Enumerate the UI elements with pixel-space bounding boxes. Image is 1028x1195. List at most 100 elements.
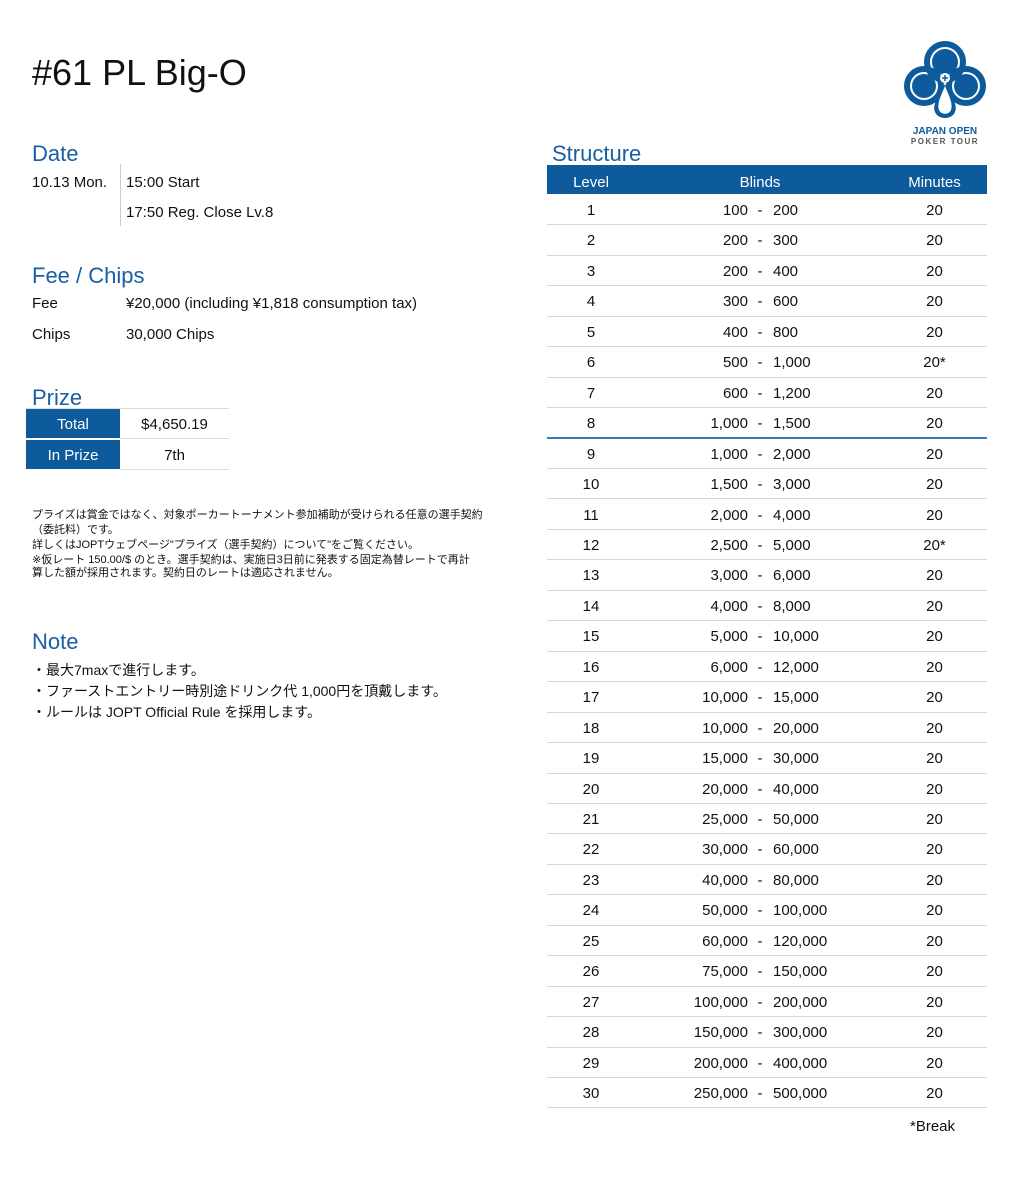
table-row: 1 100-200 20 <box>547 195 987 226</box>
table-row: 28 150,000-300,000 20 <box>547 1017 987 1048</box>
minutes-cell: 20 <box>926 1085 943 1103</box>
col-level: Level <box>573 174 609 191</box>
small-blind-cell: 200,000 <box>693 1054 748 1072</box>
blind-separator: - <box>757 445 763 463</box>
small-blind-cell: 400 <box>722 323 748 341</box>
level-cell: 4 <box>586 293 596 311</box>
level-cell: 13 <box>582 567 600 585</box>
big-blind-cell: 150,000 <box>773 963 828 981</box>
table-row: 18 10,000-20,000 20 <box>547 713 987 744</box>
blind-separator: - <box>757 323 763 341</box>
blind-separator: - <box>757 202 763 219</box>
prize-total-value: $4,650.19 <box>120 409 229 439</box>
blind-separator: - <box>757 689 763 707</box>
table-row: 23 40,000-80,000 20 <box>547 865 987 896</box>
minutes-cell: 20 <box>926 323 943 341</box>
minutes-cell: 20 <box>926 811 943 828</box>
minutes-cell: 20 <box>926 597 943 615</box>
table-row: 9 1,000-2,000 20 <box>547 439 987 470</box>
minutes-cell: 20 <box>926 415 943 433</box>
blind-separator: - <box>757 567 763 585</box>
level-cell: 8 <box>586 415 596 433</box>
table-row: 10 1,500-3,000 20 <box>547 469 987 500</box>
level-cell: 15 <box>582 628 600 646</box>
chips-label: Chips <box>32 326 71 343</box>
table-row: 2 200-300 20 <box>547 225 987 256</box>
structure-header: Level Blinds Minutes <box>547 165 987 194</box>
small-blind-cell: 6,000 <box>710 658 748 676</box>
small-blind-cell: 10,000 <box>702 719 748 737</box>
col-blinds: Blinds <box>739 174 781 191</box>
blind-separator: - <box>757 902 763 920</box>
small-blind-cell: 1,500 <box>710 476 748 494</box>
small-blind-cell: 500 <box>722 354 748 372</box>
minutes-cell: 20 <box>926 384 943 402</box>
small-blind-cell: 2,500 <box>710 536 748 554</box>
big-blind-cell: 1,200 <box>773 384 811 402</box>
big-blind-cell: 500,000 <box>773 1085 828 1103</box>
prize-heading: Prize <box>32 385 83 410</box>
big-blind-cell: 20,000 <box>773 719 819 737</box>
blind-separator: - <box>757 384 763 402</box>
big-blind-cell: 10,000 <box>773 628 819 646</box>
blind-separator: - <box>757 1024 763 1042</box>
minutes-cell: 20 <box>926 963 943 981</box>
table-row: 3 200-400 20 <box>547 256 987 287</box>
table-row: 17 10,000-15,000 20 <box>547 682 987 713</box>
table-row: 4 300-600 20 <box>547 286 987 317</box>
minutes-cell: 20 <box>926 628 943 646</box>
small-blind-cell: 75,000 <box>702 963 748 981</box>
level-cell: 30 <box>582 1085 600 1103</box>
start-time: 15:00 Start <box>126 174 200 191</box>
blind-separator: - <box>757 719 763 737</box>
small-blind-cell: 600 <box>722 384 748 402</box>
fee-value: ¥20,000 (including ¥1,818 consumption ta… <box>126 295 418 312</box>
small-blind-cell: 200 <box>722 232 748 250</box>
small-blind-cell: 4,000 <box>710 597 748 615</box>
minutes-cell: 20 <box>926 902 943 920</box>
small-blind-cell: 40,000 <box>702 871 748 889</box>
minutes-cell: 20 <box>926 689 943 707</box>
big-blind-cell: 1,000 <box>773 354 811 372</box>
big-blind-cell: 8,000 <box>773 597 811 615</box>
small-blind-cell: 200 <box>722 262 748 280</box>
big-blind-cell: 6,000 <box>773 567 811 585</box>
minutes-cell: 20 <box>926 262 943 280</box>
minutes-cell: 20 <box>926 476 943 494</box>
minutes-cell: 20 <box>926 232 943 250</box>
small-blind-cell: 10,000 <box>702 689 748 707</box>
small-blind-cell: 100,000 <box>693 993 748 1011</box>
minutes-cell: 20 <box>926 1024 943 1042</box>
level-cell: 6 <box>586 354 596 372</box>
level-cell: 1 <box>586 202 596 219</box>
blind-separator: - <box>757 597 763 615</box>
table-row: 5 400-800 20 <box>547 317 987 348</box>
big-blind-cell: 30,000 <box>773 750 819 768</box>
big-blind-cell: 300 <box>773 232 799 250</box>
small-blind-cell: 5,000 <box>710 628 748 646</box>
big-blind-cell: 5,000 <box>773 536 811 554</box>
note-heading: Note <box>32 629 79 654</box>
table-row: 27 100,000-200,000 20 <box>547 987 987 1018</box>
table-row: 15 5,000-10,000 20 <box>547 621 987 652</box>
small-blind-cell: 25,000 <box>702 811 748 828</box>
blind-separator: - <box>757 963 763 981</box>
date-day: 10.13 Mon. <box>32 174 108 191</box>
level-cell: 14 <box>582 597 600 615</box>
minutes-cell: 20 <box>926 202 943 219</box>
minutes-cell: 20 <box>926 932 943 950</box>
small-blind-cell: 20,000 <box>702 780 748 798</box>
club-logo-icon <box>904 41 986 118</box>
blind-separator: - <box>757 811 763 828</box>
small-blind-cell: 150,000 <box>693 1024 748 1042</box>
blind-separator: - <box>757 536 763 554</box>
level-cell: 24 <box>582 902 600 920</box>
small-blind-cell: 50,000 <box>702 902 748 920</box>
level-cell: 21 <box>582 811 600 828</box>
big-blind-cell: 2,000 <box>773 445 811 463</box>
table-row: 26 75,000-150,000 20 <box>547 956 987 987</box>
level-cell: 5 <box>586 323 596 341</box>
note-item: ・最大7maxで進行します。 <box>32 662 205 678</box>
minutes-cell: 20* <box>923 354 946 372</box>
note-item: ・ファーストエントリー時別途ドリンク代 1,000円を頂戴します。 <box>32 683 447 699</box>
